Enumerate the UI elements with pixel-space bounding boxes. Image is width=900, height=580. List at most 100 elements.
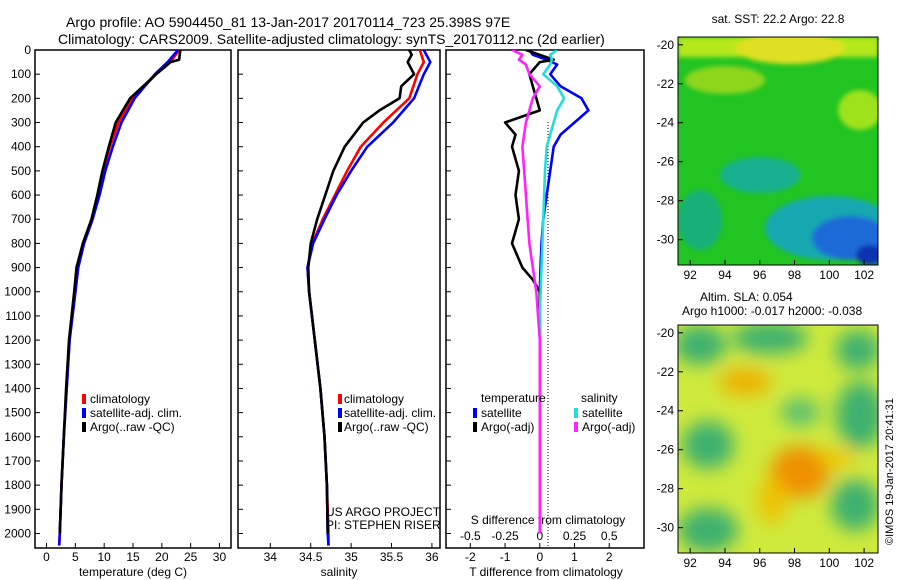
depth-tick-label: 1200 [4, 333, 31, 347]
sla-map-axes: 92 94 96 98 100 102 -20 -22 -24 -26 -28 -30 [657, 326, 875, 570]
legend-t-satellite-label: satellite [481, 406, 522, 420]
depth-axis-ticks: 0 100 200 300 400 500 600 700 800 900 1000 1100 1200… [4, 43, 451, 540]
x-tick-label: 15 [126, 550, 140, 564]
legend-climatology-swatch [338, 394, 342, 404]
map-y-tick-label: -30 [657, 521, 675, 535]
map-y-tick-label: -24 [657, 116, 675, 130]
depth-tick-label: 1400 [4, 381, 31, 395]
depth-tick-label: 0 [24, 43, 31, 57]
legend-satellite-swatch [338, 408, 342, 418]
legend-argo-swatch [338, 422, 342, 432]
legend-s-satellite-swatch [574, 408, 578, 418]
x-tick-label: -2 [465, 550, 476, 564]
profile-line-argo-raw-qc [58, 50, 182, 534]
sst-map-axes: 92 94 96 98 100 102 -20 -22 -24 -26 -28 -30 [657, 38, 875, 282]
sst-warm-patch [685, 66, 765, 94]
depth-tick-label: 700 [11, 212, 31, 226]
map-y-tick-label: -22 [657, 77, 675, 91]
s-tick-label: -0.5 [460, 529, 481, 543]
map-x-tick-label: 100 [819, 268, 839, 282]
sla-low-patch [678, 508, 738, 552]
depth-tick-label: 600 [11, 188, 31, 202]
legend-argo-swatch [82, 422, 86, 432]
s-tick-label: -0.25 [491, 529, 519, 543]
sst-warm-patch [838, 90, 878, 130]
profile-line-satellite [528, 50, 590, 534]
profile-line-argo-adj-s [511, 50, 542, 534]
depth-tick-label: 200 [11, 91, 31, 105]
x-tick-label: 0 [536, 550, 543, 564]
temperature-frame [34, 49, 232, 549]
sst-map: sat. SST: 22.2 Argo: 22.8 92 94 96 98 100 102… [657, 12, 879, 282]
depth-tick-label: 1000 [4, 285, 31, 299]
sla-map-frame [677, 324, 879, 554]
map-x-tick-label: 96 [753, 556, 767, 570]
sla-low-patch [831, 479, 878, 531]
x-tick-label: -1 [500, 550, 511, 564]
map-y-tick-label: -22 [657, 365, 675, 379]
depth-tick-label: 1500 [4, 406, 31, 420]
x-tick-label: 1 [571, 550, 578, 564]
x-tick-label: 2 [606, 550, 613, 564]
x-tick-label: 0 [43, 550, 50, 564]
difference-x-axis: -2 -1 0 1 2 [465, 543, 613, 564]
map-y-tick-label: -24 [657, 404, 675, 418]
title-line-1: Argo profile: AO 5904450_81 13-Jan-2017 … [66, 14, 510, 30]
sla-high-patch [719, 368, 771, 396]
project-line-1: US ARGO PROJECT [326, 505, 441, 519]
salinity-panel: 34 34.5 35 35.5 36 salinity climatology sate… [237, 49, 441, 579]
sst-cool-patch [856, 245, 878, 265]
legend-satellite-label: satellite-adj. clim. [90, 406, 182, 420]
salinity-x-axis: 34 34.5 35 35.5 36 [264, 543, 439, 564]
salinity-axis-label: salinity [321, 565, 358, 579]
map-x-tick-label: 92 [683, 556, 697, 570]
map-y-tick-label: -26 [657, 155, 675, 169]
temperature-x-axis: 0 5 10 15 20 25 30 [43, 543, 226, 564]
sla-low-patch [836, 330, 878, 370]
sla-map-title-1: Altim. SLA: 0.054 [700, 290, 793, 304]
difference-frame [445, 49, 645, 549]
sla-low-patch [780, 398, 820, 426]
legend-s-argo-label: Argo(-adj) [582, 420, 635, 434]
s-difference-label: S difference from climatology [471, 513, 626, 527]
depth-tick-label: 1300 [4, 357, 31, 371]
sst-warm-patch [735, 37, 845, 64]
sla-map: Altim. SLA: 0.054 Argo h1000: -0.017 h20… [657, 290, 879, 570]
sla-low-patch [732, 325, 808, 354]
legend-satellite-swatch [82, 408, 86, 418]
map-x-tick-label: 98 [788, 268, 802, 282]
depth-tick-label: 1800 [4, 478, 31, 492]
depth-tick-label: 100 [11, 67, 31, 81]
profile-line-climatology [57, 50, 181, 546]
salinity-frame [237, 49, 441, 549]
legend-climatology-label: climatology [344, 392, 404, 406]
legend-climatology-label: climatology [90, 392, 150, 406]
x-tick-label: 25 [184, 550, 198, 564]
x-tick-label: 34.5 [299, 550, 323, 564]
depth-tick-label: 2000 [4, 526, 31, 540]
map-x-tick-label: 102 [854, 556, 874, 570]
map-y-tick-label: -28 [657, 194, 675, 208]
sla-map-field [678, 325, 878, 552]
profile-line-satellite-s [538, 50, 566, 534]
s-difference-ticks: -0.5 -0.25 0 0.25 0.5 [460, 529, 618, 543]
profile-line-argo-adj [503, 50, 556, 534]
x-tick-label: 5 [72, 550, 79, 564]
map-x-tick-label: 94 [718, 556, 732, 570]
difference-panel: -2 -1 0 1 2 S difference from climatology -0… [445, 49, 645, 579]
temperature-panel: 0100200300400500600700800900100011001200… [4, 43, 451, 579]
legend-argo-label: Argo(..raw -QC) [90, 420, 175, 434]
map-y-tick-label: -20 [657, 38, 675, 52]
temperature-legend: climatology satellite-adj. clim. Argo(..… [82, 392, 182, 434]
sla-low-patch [678, 325, 726, 365]
legend-climatology-swatch [82, 394, 86, 404]
map-x-tick-label: 98 [788, 556, 802, 570]
legend-s-argo-swatch [574, 422, 578, 432]
depth-tick-label: 1100 [5, 309, 31, 323]
legend-t-satellite-swatch [473, 408, 477, 418]
map-x-tick-label: 92 [683, 268, 697, 282]
profile-line-argo-raw-qc [306, 50, 416, 534]
map-y-tick-label: -30 [657, 233, 675, 247]
depth-tick-label: 1700 [4, 454, 31, 468]
